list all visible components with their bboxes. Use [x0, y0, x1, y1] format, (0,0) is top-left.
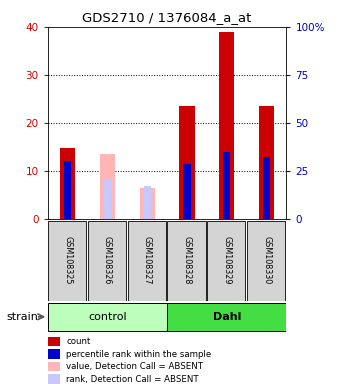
Bar: [183, 164, 191, 219]
Bar: [207, 220, 246, 301]
Bar: [60, 148, 75, 219]
Text: GSM108328: GSM108328: [182, 236, 192, 284]
Text: GSM108329: GSM108329: [222, 236, 231, 285]
Text: GSM108326: GSM108326: [103, 236, 112, 284]
Text: control: control: [88, 312, 127, 322]
Bar: [100, 154, 115, 219]
Text: GSM108325: GSM108325: [63, 236, 72, 285]
Bar: [128, 220, 166, 301]
Bar: [179, 106, 194, 219]
Bar: [104, 179, 111, 219]
Text: percentile rank within the sample: percentile rank within the sample: [66, 350, 211, 359]
Bar: [167, 303, 286, 331]
Text: rank, Detection Call = ABSENT: rank, Detection Call = ABSENT: [66, 374, 199, 384]
Bar: [48, 337, 60, 346]
Text: value, Detection Call = ABSENT: value, Detection Call = ABSENT: [66, 362, 203, 371]
Bar: [64, 161, 71, 219]
Text: strain: strain: [7, 312, 39, 322]
Bar: [48, 349, 60, 359]
Bar: [259, 106, 274, 219]
Bar: [144, 186, 151, 219]
Bar: [167, 220, 206, 301]
Bar: [223, 152, 231, 219]
Bar: [263, 157, 270, 219]
Bar: [219, 31, 234, 219]
Text: count: count: [66, 337, 90, 346]
Bar: [88, 220, 126, 301]
Text: Dahl: Dahl: [212, 312, 241, 322]
Bar: [48, 362, 60, 371]
Title: GDS2710 / 1376084_a_at: GDS2710 / 1376084_a_at: [83, 11, 252, 24]
Bar: [247, 220, 285, 301]
Bar: [48, 220, 86, 301]
Bar: [48, 374, 60, 384]
Bar: [48, 303, 167, 331]
Bar: [140, 188, 155, 219]
Text: GSM108330: GSM108330: [262, 236, 271, 284]
Text: GSM108327: GSM108327: [143, 236, 152, 285]
